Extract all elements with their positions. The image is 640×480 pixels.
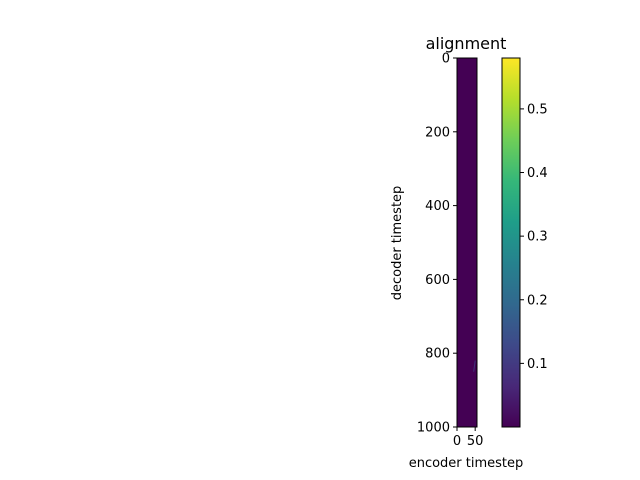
y-tick-label: 200: [425, 125, 450, 140]
colorbar-frame: [501, 57, 521, 428]
x-tick-label: 0: [453, 434, 461, 449]
y-tick-label: 1000: [417, 421, 450, 436]
x-axis: 0 50: [453, 427, 484, 449]
colorbar-ticks: 0.1 0.2 0.3 0.4 0.5: [520, 102, 548, 372]
colorbar-tick-label: 0.2: [527, 293, 548, 308]
y-tick-label: 0: [442, 52, 450, 67]
y-tick-label: 600: [425, 273, 450, 288]
heatmap-frame: [456, 57, 478, 428]
x-tick-label: 50: [467, 434, 484, 449]
colorbar-tick-label: 0.4: [527, 166, 548, 181]
colorbar-tick-label: 0.1: [527, 357, 548, 372]
heatmap-faint-feature: [473, 360, 476, 372]
heatmap-cells: [457, 58, 477, 427]
y-axis: 0 200 400 600 800 1000: [417, 52, 457, 436]
heatmap-plot-area: [456, 57, 478, 428]
colorbar-tick-label: 0.3: [527, 230, 548, 245]
y-tick-label: 400: [425, 199, 450, 214]
colorbar-gradient: [502, 58, 520, 427]
y-axis-label: decoder timestep: [390, 186, 405, 301]
y-tick-label: 800: [425, 347, 450, 362]
chart-title: alignment: [426, 34, 507, 53]
x-axis-label: encoder timestep: [409, 456, 524, 471]
colorbar-tick-label: 0.5: [527, 102, 548, 117]
colorbar: 0.1 0.2 0.3 0.4 0.5: [501, 57, 548, 428]
